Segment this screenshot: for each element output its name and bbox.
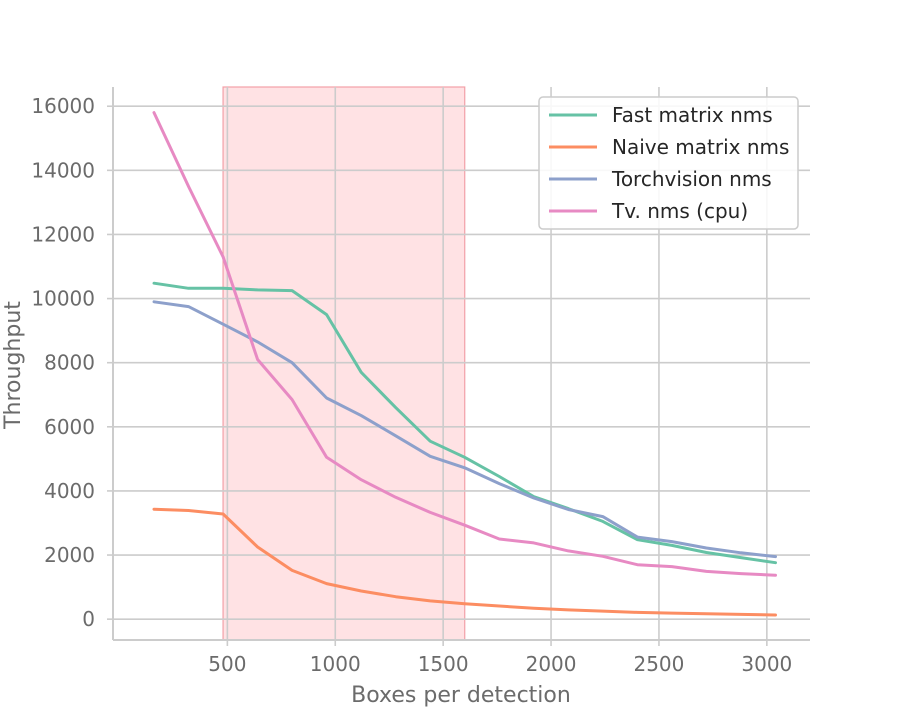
x-tick-label: 2000	[526, 652, 577, 676]
axis-spines	[112, 87, 810, 641]
y-tick-label: 14000	[31, 158, 95, 182]
x-tick-label: 2500	[633, 652, 684, 676]
series-layer	[152, 111, 777, 617]
y-tick-label: 8000	[44, 351, 95, 375]
legend-label-naive-matrix-nms: Naive matrix nms	[612, 135, 789, 159]
series-line-tv-nms-cpu	[152, 111, 777, 577]
y-tick-label: 0	[82, 607, 95, 631]
y-tick-label: 6000	[44, 415, 95, 439]
shaded-region	[222, 86, 466, 641]
x-tick-label: 500	[208, 652, 246, 676]
legend-label-torchvision-nms: Torchvision nms	[611, 167, 772, 191]
y-axis-label: Throughput	[1, 301, 26, 430]
y-tick-label: 2000	[44, 543, 95, 567]
y-tick-label: 12000	[31, 222, 95, 246]
shaded-region-layer	[222, 86, 466, 641]
x-axis-label: Boxes per detection	[351, 683, 571, 708]
x-tick-label: 3000	[741, 652, 792, 676]
series-line-naive-matrix-nms	[152, 507, 777, 617]
legend-label-tv-nms-cpu: Tv. nms (cpu)	[611, 199, 748, 223]
series-line-torchvision-nms	[152, 300, 777, 559]
tick-layer: 500 1000 1500 2000 2500 3000 0 2000 4000 6000 8000…	[31, 94, 792, 676]
x-tick-label: 1000	[310, 652, 361, 676]
y-tick-label: 4000	[44, 479, 95, 503]
legend-label-fast-matrix-nms: Fast matrix nms	[612, 103, 773, 127]
legend-frame	[538, 96, 799, 230]
x-tick-label: 1500	[418, 652, 469, 676]
y-tick-label: 16000	[31, 94, 95, 118]
legend-entries: Fast matrix nms Naive matrix nms Torchvisi…	[549, 103, 789, 223]
legend: Fast matrix nms Naive matrix nms Torchvisi…	[538, 96, 799, 230]
y-tick-label: 10000	[31, 287, 95, 311]
series-line-fast-matrix-nms	[152, 281, 777, 565]
